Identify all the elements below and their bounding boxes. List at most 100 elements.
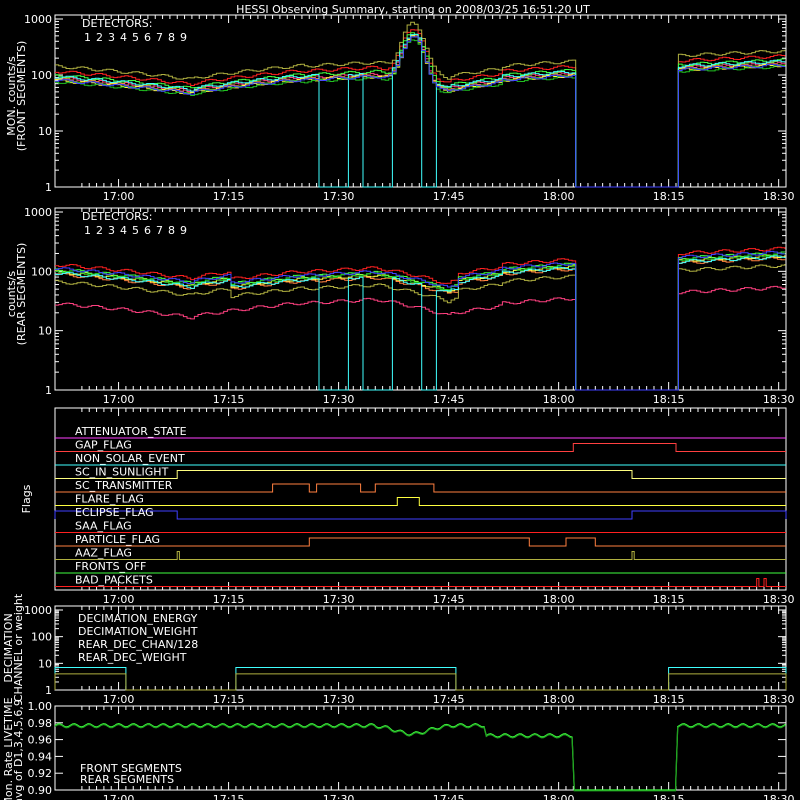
series-detector-4 bbox=[55, 35, 786, 188]
flag-label-aaz_flag: AAZ_FLAG bbox=[75, 547, 132, 560]
detectors-label: DETECTORS: bbox=[82, 17, 152, 30]
flag-label-eclipse_flag: ECLIPSE_FLAG bbox=[75, 506, 154, 519]
x-tick-label: 18:15 bbox=[653, 190, 685, 203]
y-tick-label: 1000 bbox=[24, 604, 52, 617]
detector-number-5: 5 bbox=[132, 224, 139, 237]
x-tick-label: 17:30 bbox=[323, 190, 355, 203]
livetime-legend-2: REAR SEGMENTS bbox=[80, 773, 174, 786]
flag-line-flare_flag bbox=[55, 497, 786, 506]
x-tick-label: 18:30 bbox=[763, 393, 795, 406]
x-tick-label: 17:15 bbox=[213, 793, 245, 800]
y-axis-label: (FRONT SEGMENTS) bbox=[15, 41, 28, 151]
x-tick-label: 18:15 bbox=[653, 693, 685, 706]
detector-number-6: 6 bbox=[144, 31, 151, 44]
detector-number-4: 4 bbox=[120, 31, 127, 44]
x-tick-label: 17:00 bbox=[103, 793, 135, 800]
detector-number-9: 9 bbox=[180, 31, 187, 44]
panel-frame-3 bbox=[54, 407, 787, 591]
series-detector-1 bbox=[55, 246, 786, 391]
x-tick-label: 18:00 bbox=[543, 190, 575, 203]
detector-number-9: 9 bbox=[180, 224, 187, 237]
detector-number-3: 3 bbox=[108, 31, 115, 44]
x-tick-label: 18:30 bbox=[763, 593, 795, 606]
decimation-legend-2: DECIMATION_WEIGHT bbox=[78, 625, 198, 638]
rear-ylabel: counts/s(REAR SEGMENTS) bbox=[5, 243, 28, 346]
x-tick-label: 18:00 bbox=[543, 693, 575, 706]
x-tick-label: 17:00 bbox=[103, 593, 135, 606]
y-axis-label: avg of D1,3,4,5,6,9 bbox=[12, 699, 25, 800]
plot-title: HESSI Observing Summary, starting on 200… bbox=[236, 3, 590, 16]
y-axis-label: CHANNEL or weight bbox=[12, 593, 25, 702]
y-axis-label: DECIMATION bbox=[2, 613, 15, 682]
x-tick-label: 18:00 bbox=[543, 593, 575, 606]
flag-line-bad_packets bbox=[55, 578, 786, 587]
x-tick-label: 17:45 bbox=[433, 693, 465, 706]
series-detector-6 bbox=[55, 251, 786, 391]
decimation-legend-1: DECIMATION_ENERGY bbox=[78, 612, 198, 625]
series-detector-8 bbox=[55, 33, 786, 188]
flag-line-sc_transmitter bbox=[55, 483, 786, 493]
x-tick-label: 17:45 bbox=[433, 793, 465, 800]
front-ylabel: MON. counts/s(FRONT SEGMENTS) bbox=[5, 41, 28, 151]
x-tick-label: 17:00 bbox=[103, 393, 135, 406]
flag-label-bad_packets: BAD_PACKETS bbox=[75, 574, 153, 587]
x-tick-label: 17:45 bbox=[433, 393, 465, 406]
series-detector-3 bbox=[55, 256, 786, 391]
flag-label-fronts_off: FRONTS_OFF bbox=[75, 560, 146, 573]
y-tick-label: 10 bbox=[38, 125, 52, 138]
decimation-legend-4: REAR_DEC_WEIGHT bbox=[78, 651, 187, 664]
y-tick-label: 10 bbox=[38, 325, 52, 338]
livetime-legend-1: FRONT SEGMENTS bbox=[80, 762, 182, 775]
flag-line-eclipse_flag bbox=[54, 510, 787, 520]
series-detector-6 bbox=[55, 32, 785, 188]
flag-label-saa_flag: SAA_FLAG bbox=[75, 520, 132, 533]
x-tick-label: 17:15 bbox=[213, 190, 245, 203]
decimation-series-2 bbox=[54, 673, 787, 691]
flags-ylabel: Flags bbox=[20, 484, 33, 513]
x-tick-label: 17:30 bbox=[323, 593, 355, 606]
panel-frame-2 bbox=[54, 207, 787, 391]
y-tick-label: 0.98 bbox=[28, 717, 53, 730]
series-detector-3 bbox=[55, 34, 786, 188]
flag-label-particle_flag: PARTICLE_FLAG bbox=[75, 533, 160, 546]
x-tick-label: 18:30 bbox=[763, 190, 795, 203]
detector-number-2: 2 bbox=[96, 31, 103, 44]
y-axis-label: Flags bbox=[20, 484, 33, 513]
x-tick-label: 18:15 bbox=[653, 393, 685, 406]
y-tick-label: 100 bbox=[31, 265, 52, 278]
y-tick-label: 10 bbox=[38, 657, 52, 670]
detector-number-8: 8 bbox=[168, 224, 175, 237]
panel-frame-1 bbox=[54, 14, 787, 188]
x-tick-label: 18:15 bbox=[653, 793, 685, 800]
x-tick-label: 17:45 bbox=[433, 190, 465, 203]
x-tick-label: 17:30 bbox=[323, 393, 355, 406]
series-detector-9 bbox=[55, 36, 786, 188]
series-detector-2 bbox=[55, 285, 786, 391]
y-tick-label: 100 bbox=[31, 69, 52, 82]
y-tick-label: 1 bbox=[45, 684, 52, 697]
livetime-series-1 bbox=[54, 722, 786, 791]
y-tick-label: 1.00 bbox=[28, 700, 53, 713]
y-tick-label: 1000 bbox=[24, 206, 52, 219]
x-tick-label: 17:15 bbox=[213, 593, 245, 606]
detector-number-4: 4 bbox=[120, 224, 127, 237]
y-tick-label: 1000 bbox=[24, 13, 52, 26]
x-tick-label: 18:00 bbox=[543, 793, 575, 800]
y-tick-label: 0.96 bbox=[28, 734, 53, 747]
series-detector-2 bbox=[55, 34, 786, 188]
x-tick-label: 18:30 bbox=[763, 693, 795, 706]
y-axis-label: (REAR SEGMENTS) bbox=[15, 243, 28, 346]
flag-line-particle_flag bbox=[55, 537, 786, 547]
series-detector-1 bbox=[55, 29, 786, 188]
panel-frame-4 bbox=[54, 605, 787, 691]
decimation-legend-3: REAR_DEC_CHAN/128 bbox=[78, 638, 198, 651]
x-tick-label: 17:30 bbox=[323, 693, 355, 706]
y-tick-label: 100 bbox=[31, 631, 52, 644]
x-tick-label: 18:00 bbox=[543, 393, 575, 406]
series-detector-5 bbox=[55, 21, 786, 188]
decimation-series-1 bbox=[54, 667, 787, 691]
flag-label-sc_in_sunlight: SC_IN_SUNLIGHT bbox=[75, 466, 169, 479]
y-tick-label: 0.90 bbox=[28, 784, 53, 797]
